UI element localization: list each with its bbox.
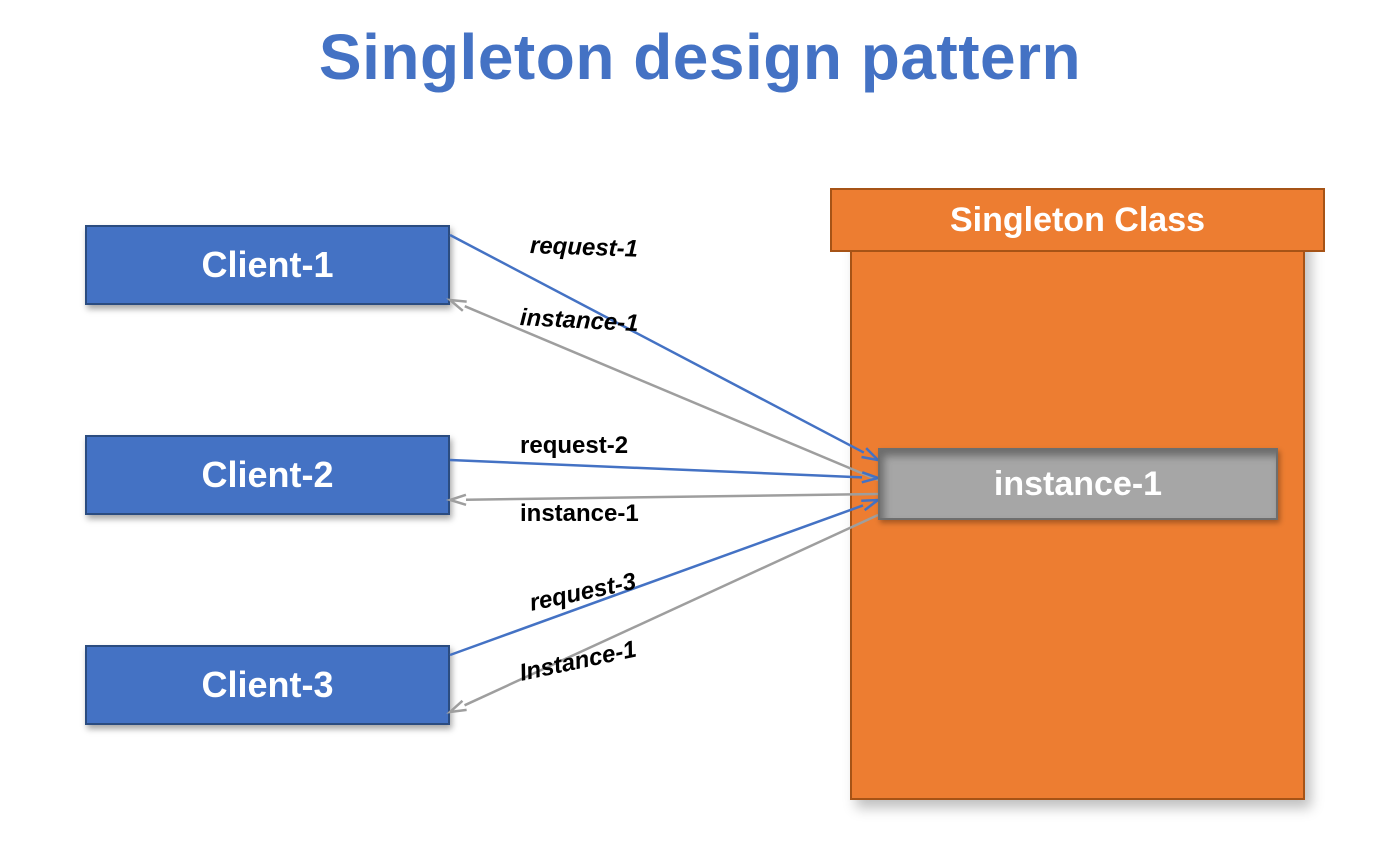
edge-req2 xyxy=(450,460,878,482)
edge-inst1b xyxy=(450,494,878,505)
edge-label-req2: request-2 xyxy=(520,432,628,460)
instance-label: instance-1 xyxy=(994,465,1162,504)
edge-label-req1: request-1 xyxy=(530,232,639,264)
instance-box: instance-1 xyxy=(878,448,1278,520)
client-3-label: Client-3 xyxy=(201,664,333,706)
singleton-class-header: Singleton Class xyxy=(830,188,1325,252)
edge-label-inst1b: instance-1 xyxy=(520,500,639,528)
client-2-box: Client-2 xyxy=(85,435,450,515)
edge-req1 xyxy=(450,235,878,460)
edge-label-inst1c: Instance-1 xyxy=(517,636,639,688)
diagram-title: Singleton design pattern xyxy=(0,20,1400,94)
client-2-label: Client-2 xyxy=(201,454,333,496)
client-1-box: Client-1 xyxy=(85,225,450,305)
client-1-label: Client-1 xyxy=(201,244,333,286)
edge-label-req3: request-3 xyxy=(527,568,639,618)
singleton-class-label: Singleton Class xyxy=(950,201,1205,240)
diagram-stage: Singleton design pattern Singleton Class… xyxy=(0,0,1400,854)
edge-inst1c xyxy=(450,515,878,712)
edge-req3 xyxy=(450,500,878,655)
edge-label-inst1a: instance-1 xyxy=(519,304,639,338)
edge-inst1a xyxy=(450,300,878,480)
client-3-box: Client-3 xyxy=(85,645,450,725)
